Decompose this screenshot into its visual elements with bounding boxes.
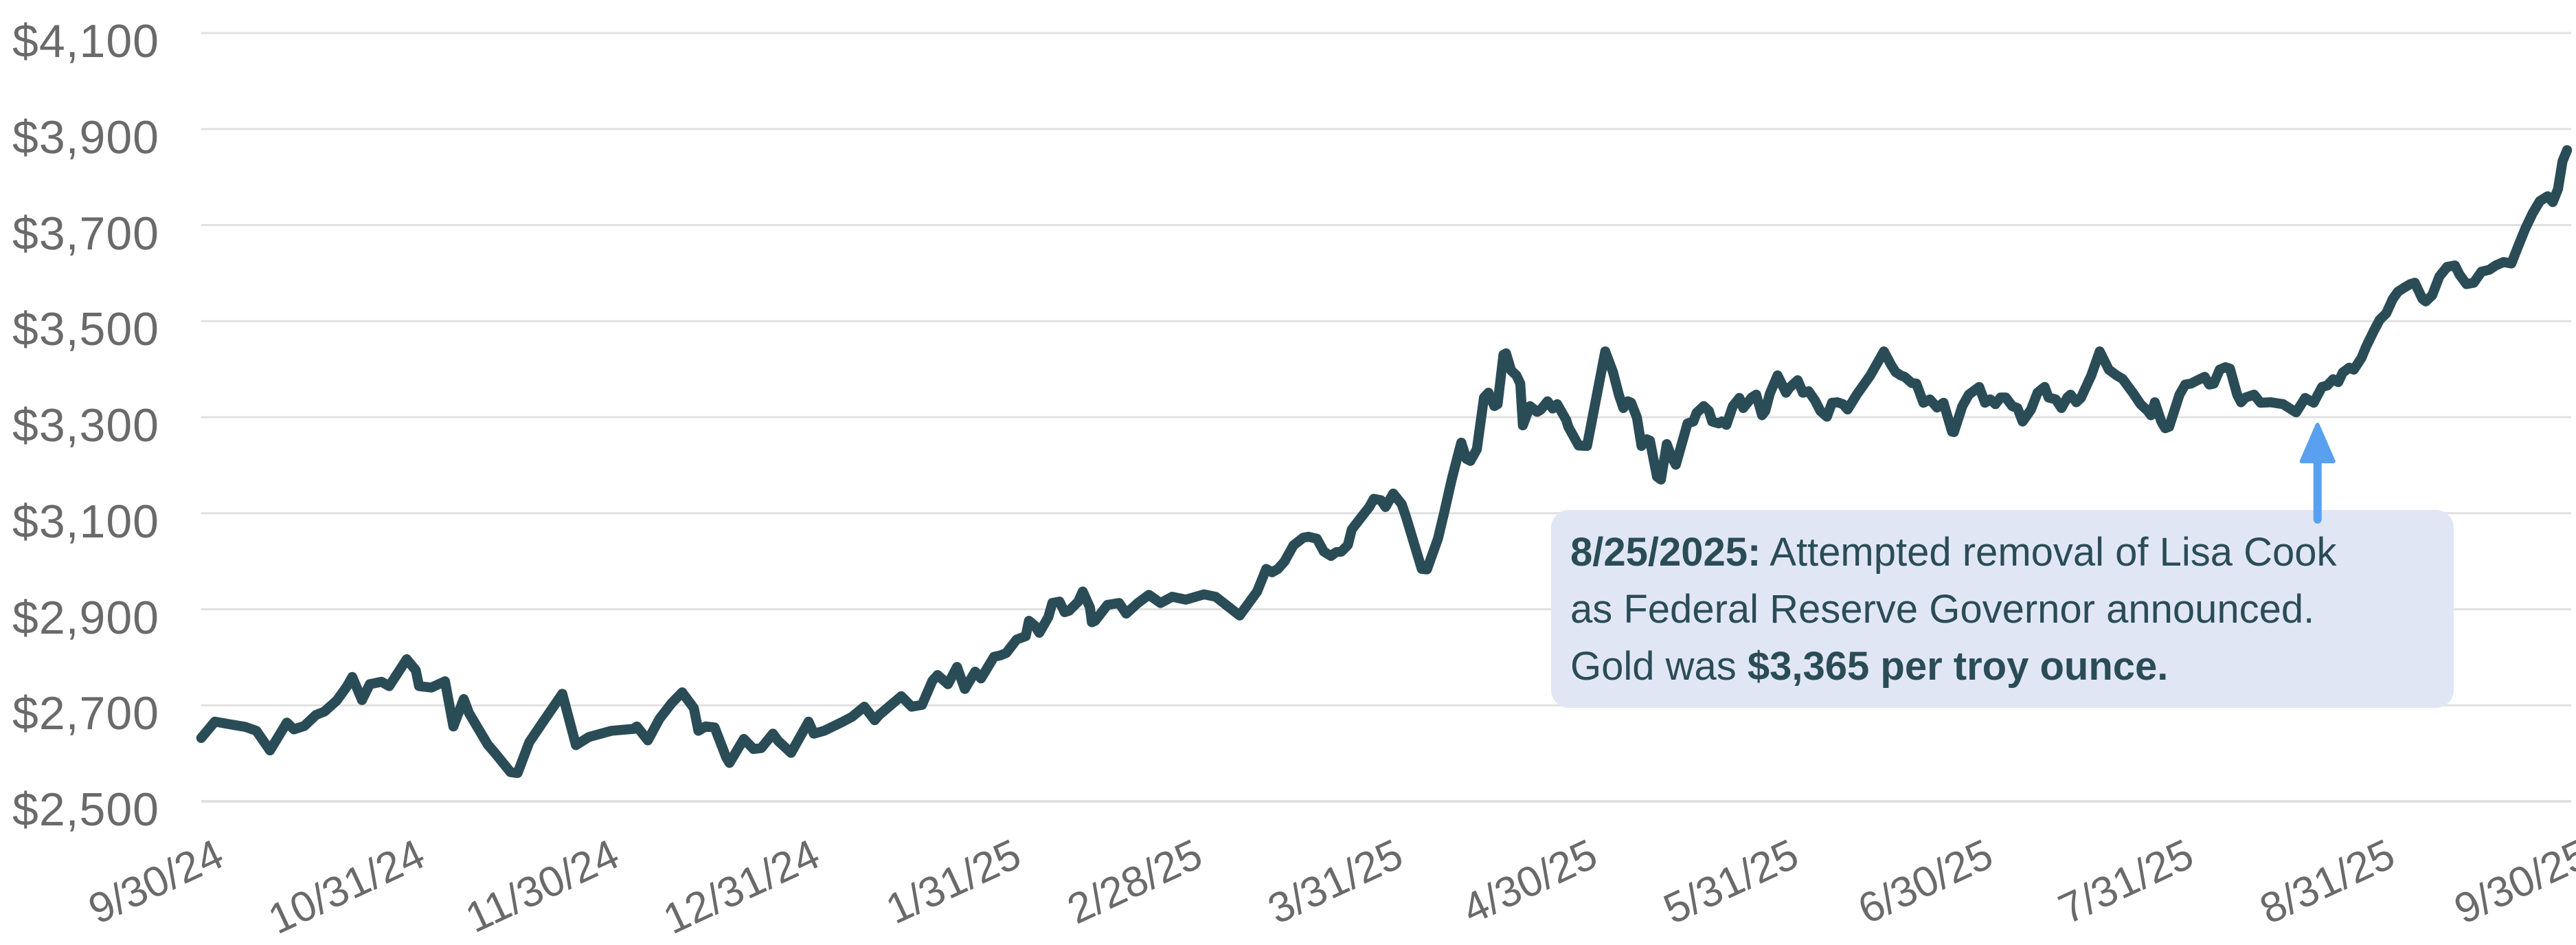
y-tick-label-2900: $2,900: [12, 591, 159, 644]
y-tick-label-2500: $2,500: [12, 783, 159, 836]
annotation-callout: 8/25/2025: Attempted removal of Lisa Coo…: [1551, 510, 2454, 708]
annotation-line3-prefix: Gold was: [1570, 644, 1748, 689]
y-tick-label-3100: $3,100: [12, 495, 159, 548]
y-tick-label-2700: $2,700: [12, 687, 159, 740]
annotation-line-1: 8/25/2025: Attempted removal of Lisa Coo…: [1570, 524, 2434, 581]
annotation-arrow: [2299, 423, 2336, 524]
annotation-line-3: Gold was $3,365 per troy ounce.: [1570, 638, 2434, 695]
annotation-price: $3,365 per troy ounce.: [1747, 644, 2169, 689]
gold-price-line: [196, 145, 2573, 779]
annotation-line1-text: Attempted removal of Lisa Cook: [1761, 530, 2337, 575]
y-tick-label-3700: $3,700: [12, 207, 159, 260]
y-tick-label-3300: $3,300: [12, 399, 159, 452]
annotation-date: 8/25/2025:: [1570, 530, 1761, 575]
y-tick-label-4100: $4,100: [12, 15, 159, 67]
annotation-line-2: as Federal Reserve Governor announced.: [1570, 587, 2315, 632]
arrow-up-icon: [2299, 423, 2336, 464]
y-tick-label-3500: $3,500: [12, 303, 159, 356]
y-tick-label-3900: $3,900: [12, 111, 159, 164]
